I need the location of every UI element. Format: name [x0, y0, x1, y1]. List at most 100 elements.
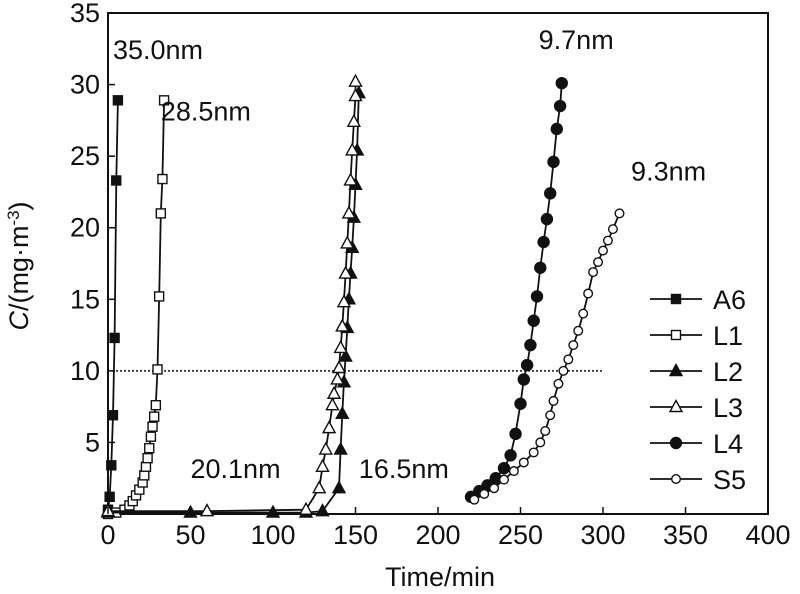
data-point-l4: [534, 261, 547, 274]
data-point-l1: [157, 173, 168, 185]
data-point-s5: [602, 235, 613, 246]
y-tick-label: 20: [70, 213, 100, 243]
data-point-l1: [158, 95, 170, 106]
series-l4: [464, 76, 568, 504]
data-point-l1: [153, 291, 165, 302]
data-point-s5: [563, 354, 574, 365]
data-point-l4: [550, 122, 563, 136]
legend-entry-l3: L3: [650, 393, 743, 423]
annotation-label: 28.5nm: [161, 96, 251, 126]
data-point-a6: [109, 332, 120, 344]
legend-entry-s5: S5: [650, 465, 746, 495]
data-point-l1: [144, 442, 155, 454]
data-point-l1: [140, 461, 152, 472]
data-point-l4: [520, 358, 534, 372]
data-point-l3: [336, 294, 352, 308]
data-point-l3: [345, 142, 360, 156]
data-point-l4: [509, 427, 522, 441]
data-point-s5: [598, 245, 609, 256]
data-point-s5: [568, 340, 579, 351]
data-point-l4: [544, 187, 557, 200]
data-point-a6: [106, 460, 117, 471]
data-point-s5: [508, 466, 519, 477]
data-point-s5: [588, 267, 599, 278]
data-point-l3: [318, 441, 333, 455]
legend-entry-l1: L1: [650, 321, 743, 351]
annotation-label: 9.7nm: [539, 25, 614, 55]
data-point-s5: [573, 325, 584, 336]
data-point-l3: [348, 73, 363, 87]
data-point-l1: [155, 208, 167, 219]
data-point-l1: [150, 400, 162, 411]
legend-marker-l3: [668, 399, 684, 413]
data-point-l3: [343, 172, 358, 186]
data-point-l1: [152, 364, 163, 375]
y-tick-label: 30: [70, 70, 100, 100]
data-point-s5: [607, 224, 618, 235]
legend-label-s5: S5: [713, 465, 746, 495]
x-tick-label: 400: [745, 520, 790, 550]
data-point-l3: [321, 420, 337, 434]
y-tick-label: 25: [70, 141, 100, 171]
data-point-s5: [553, 378, 564, 389]
legend-marker-s5: [671, 474, 682, 485]
legend-marker-l2: [668, 363, 684, 377]
y-tick-label: 10: [70, 356, 100, 386]
data-point-s5: [593, 257, 604, 268]
y-axis-label-main: /(mg·m: [4, 226, 34, 311]
data-point-l4: [517, 373, 530, 386]
y-axis-label-italic: C: [4, 311, 34, 331]
data-point-a6: [112, 95, 124, 106]
data-point-l2: [331, 480, 347, 494]
data-point-s5: [518, 457, 529, 468]
data-point-s5: [578, 308, 589, 319]
data-point-s5: [548, 395, 559, 406]
data-point-l1: [147, 421, 158, 432]
series-line-l3: [108, 81, 357, 512]
data-point-a6: [104, 491, 115, 503]
series-l3: [100, 73, 363, 517]
x-tick-label: 0: [100, 520, 115, 550]
x-tick-label: 350: [663, 520, 708, 550]
annotation-label: 9.3nm: [631, 156, 706, 186]
x-tick-label: 100: [250, 520, 295, 550]
data-point-l3: [340, 235, 355, 249]
data-point-l1: [148, 411, 160, 422]
data-point-l1: [142, 452, 153, 464]
annotation-label: 20.1nm: [191, 454, 281, 484]
legend-label-l1: L1: [713, 321, 743, 351]
y-tick-label: 35: [70, 0, 100, 28]
y-tick-label: 5: [85, 427, 100, 457]
legend-marker-a6: [670, 293, 682, 305]
legend-label-l2: L2: [713, 357, 743, 387]
data-point-s5: [540, 425, 551, 436]
legend-marker-l4: [669, 436, 683, 450]
data-point-l4: [553, 99, 567, 113]
data-point-s5: [479, 488, 490, 499]
data-point-l4: [530, 290, 544, 303]
data-point-l4: [504, 449, 517, 462]
x-axis-label: Time/min: [385, 562, 495, 592]
x-tick-label: 200: [415, 520, 460, 550]
data-point-l4: [540, 212, 554, 226]
legend-label-l4: L4: [713, 429, 743, 459]
series-line-a6: [107, 100, 119, 510]
data-point-l3: [315, 458, 330, 472]
y-axis-label: C/(mg·m-3): [4, 201, 35, 330]
data-point-l4: [537, 235, 550, 249]
data-point-s5: [489, 483, 500, 494]
legend-label-a6: A6: [713, 285, 746, 315]
data-point-s5: [469, 494, 480, 505]
y-axis-label-sup: -3: [4, 210, 23, 225]
x-tick-label: 150: [333, 520, 378, 550]
annotation-label: 16.5nm: [359, 454, 449, 484]
data-point-l2: [338, 348, 353, 362]
data-point-s5: [528, 447, 539, 458]
data-point-s5: [535, 437, 546, 448]
data-point-l2: [315, 503, 330, 517]
legend-label-l3: L3: [713, 393, 743, 423]
data-point-l3: [298, 501, 314, 515]
data-point-l3: [331, 360, 347, 374]
data-point-s5: [545, 410, 556, 421]
